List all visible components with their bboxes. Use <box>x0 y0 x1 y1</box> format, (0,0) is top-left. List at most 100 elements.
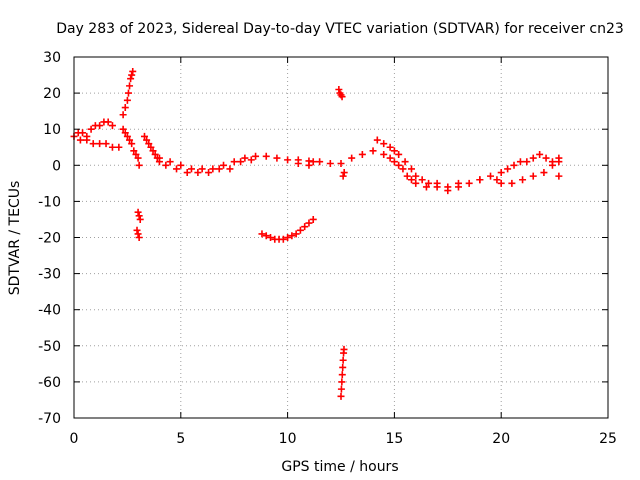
data-point <box>130 147 138 155</box>
data-point <box>279 235 287 243</box>
data-point <box>338 371 346 379</box>
data-point <box>273 154 281 162</box>
data-point <box>390 158 398 166</box>
data-point <box>422 183 430 191</box>
data-point <box>309 158 317 166</box>
y-tick-label: 10 <box>43 122 61 138</box>
data-point <box>121 129 129 137</box>
data-point <box>135 212 143 220</box>
y-tick-label: -70 <box>38 411 61 427</box>
y-tick-label: -10 <box>38 194 61 210</box>
y-tick-label: 30 <box>43 50 61 66</box>
data-point <box>102 140 110 148</box>
data-point <box>194 169 202 177</box>
data-point <box>133 226 141 234</box>
x-tick-label: 15 <box>385 431 403 447</box>
data-point <box>89 140 97 148</box>
axis-ticks: 0 5 10 15 20 25 30 20 10 0 -10 -20 -30 -40 -50 -60 -70 <box>38 50 617 447</box>
data-point <box>339 356 347 364</box>
data-point <box>262 232 270 240</box>
data-point <box>135 161 143 169</box>
data-point <box>476 176 484 184</box>
data-point <box>226 165 234 173</box>
data-point <box>173 165 181 173</box>
y-tick-label: -20 <box>38 231 61 247</box>
x-axis-label: GPS time / hours <box>281 459 398 475</box>
x-tick-label: 5 <box>176 431 185 447</box>
data-point <box>348 154 356 162</box>
data-point <box>134 230 142 238</box>
series-blip-12.5h <box>335 85 348 180</box>
data-point <box>220 161 228 169</box>
data-point <box>339 172 347 180</box>
data-point <box>536 150 544 158</box>
data-point <box>395 150 403 158</box>
data-point <box>108 122 116 130</box>
data-point <box>444 187 452 195</box>
data-point <box>126 136 134 144</box>
data-point <box>529 154 537 162</box>
data-point <box>241 154 249 162</box>
data-point <box>338 378 346 386</box>
data-point <box>340 169 348 177</box>
data-point <box>237 158 245 166</box>
data-point <box>519 176 527 184</box>
data-point <box>145 140 153 148</box>
data-point <box>373 136 381 144</box>
data-point <box>128 71 136 79</box>
data-point <box>497 169 505 177</box>
data-point <box>504 165 512 173</box>
data-point <box>149 147 157 155</box>
data-point <box>288 232 296 240</box>
data-point <box>129 67 137 75</box>
y-tick-label: 0 <box>52 158 61 174</box>
data-point <box>508 179 516 187</box>
data-point <box>454 183 462 191</box>
data-point <box>267 234 275 241</box>
data-point <box>386 154 394 162</box>
x-tick-label: 20 <box>492 431 510 447</box>
data-point <box>340 345 348 353</box>
data-point <box>516 158 524 166</box>
series-drop-12.6h <box>337 345 348 400</box>
data-point <box>338 93 346 101</box>
x-tick-label: 10 <box>279 431 297 447</box>
data-point <box>132 150 140 158</box>
data-point <box>335 85 343 93</box>
data-point <box>529 172 537 180</box>
y-tick-label: 20 <box>43 86 61 102</box>
data-point <box>96 122 104 130</box>
data-point <box>136 215 144 223</box>
data-point <box>523 158 531 166</box>
data-point <box>358 150 366 158</box>
data-point <box>76 136 84 144</box>
data-point <box>147 143 155 151</box>
data-point <box>390 147 398 155</box>
series-band-14-18h <box>373 136 484 195</box>
data-point <box>79 129 87 137</box>
series-band-19-23h <box>476 150 563 187</box>
data-point <box>555 154 563 162</box>
data-point <box>284 156 292 164</box>
data-point <box>407 176 415 184</box>
chart-title: Day 283 of 2023, Sidereal Day-to-day VTE… <box>56 21 624 37</box>
data-point <box>540 169 548 177</box>
data-point <box>115 143 123 151</box>
series-arc-9-11h <box>258 215 317 243</box>
data-point <box>166 158 174 166</box>
data-point <box>187 165 195 173</box>
data-point <box>209 165 217 173</box>
data-point <box>386 143 394 151</box>
data-point <box>104 118 112 126</box>
data-point <box>465 179 473 187</box>
data-point <box>258 230 266 238</box>
data-point <box>305 161 313 169</box>
data-point <box>309 215 317 223</box>
data-point <box>143 136 151 144</box>
data-point <box>326 159 334 167</box>
data-point <box>395 161 403 169</box>
data-point <box>369 147 377 155</box>
data-point <box>305 219 313 227</box>
